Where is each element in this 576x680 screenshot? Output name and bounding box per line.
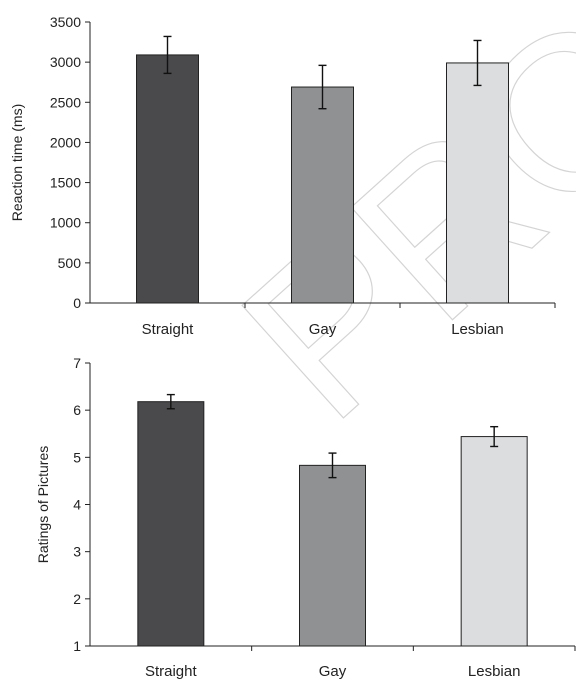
chart-ratings: 1 2 3 4 5 6 7 Straight Gay Lesbian Ratings of Pict… (35, 355, 576, 680)
y-tick-label: 6 (73, 402, 81, 418)
category-label-gay: Gay (309, 321, 337, 338)
bar-gay (291, 86, 354, 304)
y-tick-label: 2 (73, 591, 81, 607)
bar-straight (136, 54, 199, 304)
y-tick-label: 3000 (50, 54, 81, 70)
y-tick-label: 3 (73, 544, 81, 560)
category-label-straight: Straight (145, 663, 198, 680)
y-tick-label: 2000 (50, 134, 81, 150)
category-label-straight: Straight (142, 321, 195, 338)
y-tick-label: 4 (73, 497, 81, 513)
bar-lesbian (446, 62, 509, 304)
y-tick-label: 0 (73, 295, 81, 311)
y-axis-title: Reaction time (ms) (9, 104, 25, 221)
y-tick-label: 5 (73, 449, 81, 465)
bar-lesbian (460, 436, 528, 647)
watermark-text: PROOF (197, 0, 576, 465)
category-label-lesbian: Lesbian (451, 321, 504, 338)
y-tick-label: 2500 (50, 94, 81, 110)
category-label-gay: Gay (319, 663, 347, 680)
chart-reaction-time: 0 500 1000 1500 2000 2500 3000 3500 Straight Gay L… (9, 14, 556, 338)
y-tick-label: 1500 (50, 175, 81, 191)
y-tick-label: 3500 (50, 14, 81, 30)
y-tick-label: 500 (58, 255, 82, 271)
y-tick-label: 1 (73, 638, 81, 654)
y-tick-label: 7 (73, 355, 81, 371)
bar-straight (137, 401, 205, 647)
y-tick-label: 1000 (50, 215, 81, 231)
category-label-lesbian: Lesbian (468, 663, 521, 680)
y-axis-title: Ratings of Pictures (35, 446, 51, 564)
bar-gay (299, 464, 366, 647)
